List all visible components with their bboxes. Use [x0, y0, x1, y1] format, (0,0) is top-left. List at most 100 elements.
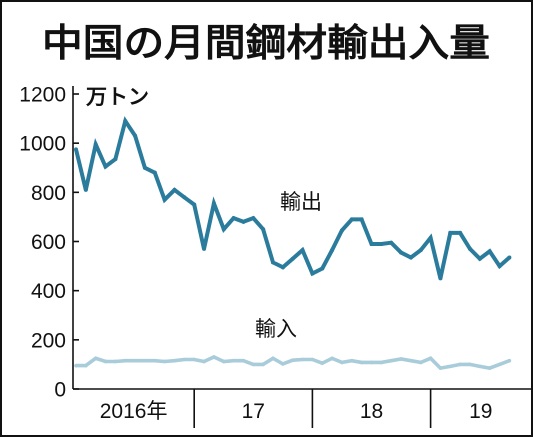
export-data-point	[339, 228, 344, 233]
import-data-point	[478, 364, 482, 369]
export-data-point	[310, 271, 315, 276]
export-data-point	[83, 187, 88, 192]
y-tick-label: 0	[54, 379, 66, 402]
export-data-point	[330, 248, 335, 253]
export-data-point	[497, 264, 502, 269]
import-data-point	[310, 357, 315, 362]
series-group	[74, 116, 512, 371]
axes	[72, 86, 531, 390]
export-data-point	[389, 240, 394, 245]
import-data-point	[231, 358, 236, 363]
import-data-point	[330, 356, 334, 361]
export-data-point	[211, 201, 216, 206]
import-data-point	[212, 355, 216, 359]
import-data-point	[281, 362, 285, 366]
export-data-point	[221, 227, 226, 232]
export-data-point	[290, 256, 295, 261]
import-data-point	[153, 358, 157, 363]
export-data-point	[113, 157, 118, 162]
export-data-point	[507, 255, 512, 260]
export-data-point	[408, 255, 413, 260]
import-data-point	[438, 366, 443, 370]
import-data-point	[271, 356, 275, 361]
import-data-point	[389, 358, 394, 363]
import-series-label: 輸入	[255, 317, 297, 341]
import-data-point	[143, 358, 147, 363]
export-data-point	[93, 142, 98, 147]
export-data-point	[271, 260, 275, 265]
import-data-point	[192, 357, 196, 362]
import-data-point	[448, 364, 453, 369]
y-tick-label: 800	[31, 182, 66, 205]
import-data-point	[241, 358, 246, 363]
export-data-point	[477, 256, 482, 261]
chart-title: 中国の月間鋼材輸出入量	[42, 21, 490, 65]
import-data-point	[418, 360, 423, 365]
export-data-point	[487, 249, 492, 254]
export-data-point	[320, 266, 325, 271]
export-data-point	[379, 241, 384, 246]
export-data-point	[359, 217, 364, 222]
import-data-point	[369, 360, 374, 365]
x-year-label: 17	[242, 400, 265, 423]
import-data-point	[221, 359, 226, 364]
import-data-point	[84, 363, 88, 368]
import-data-point	[497, 362, 502, 367]
export-data-point	[399, 250, 404, 255]
export-data-point	[142, 165, 147, 170]
export-data-point	[123, 119, 128, 124]
import-data-point	[133, 358, 137, 363]
export-series-label: 輸出	[280, 190, 322, 214]
import-data-point	[468, 362, 472, 367]
x-year-label: 19	[469, 400, 492, 423]
import-data-point	[507, 358, 512, 363]
export-data-point	[369, 241, 374, 246]
export-data-point	[74, 147, 78, 152]
export-data-point	[103, 164, 108, 169]
import-data-point	[162, 359, 167, 364]
export-data-point	[241, 219, 246, 224]
export-data-point	[448, 230, 453, 235]
export-data-point	[152, 170, 157, 175]
y-tick-label: 1200	[19, 84, 66, 107]
import-data-point	[123, 358, 128, 363]
import-data-point	[290, 358, 295, 363]
import-data-point	[320, 361, 325, 365]
export-data-point	[182, 195, 187, 200]
import-data-point	[251, 362, 256, 367]
export-data-point	[251, 216, 256, 221]
y-axis-unit-label: 万トン	[85, 85, 149, 109]
import-data-point	[261, 362, 265, 367]
import-data-point	[379, 360, 384, 365]
export-data-point	[349, 217, 354, 222]
import-data-point	[74, 363, 78, 368]
import-data-point	[113, 359, 118, 364]
export-data-point	[418, 248, 423, 253]
import-data-point	[428, 356, 433, 361]
x-year-label: 18	[360, 400, 383, 423]
y-tick-label: 400	[31, 280, 66, 303]
export-data-point	[438, 276, 443, 281]
y-tick-label: 200	[31, 329, 66, 352]
y-tick-label: 1000	[19, 133, 66, 156]
export-data-point	[133, 133, 138, 138]
import-data-point	[399, 357, 403, 361]
x-ticks: 2016年 17 18 19	[100, 389, 492, 428]
y-ticks: 0 200 400 600 800 1000 1200	[19, 84, 79, 402]
export-data-point	[261, 227, 266, 232]
export-data-point	[300, 248, 305, 253]
import-data-point	[458, 362, 462, 367]
import-data-point	[340, 360, 344, 365]
import-data-point	[182, 357, 187, 362]
export-data-point	[231, 216, 236, 221]
export-data-point	[428, 235, 433, 240]
import-data-point	[202, 359, 206, 364]
export-data-point	[280, 265, 285, 270]
y-tick-label: 600	[31, 231, 66, 254]
export-data-point	[468, 246, 472, 251]
x-year-label: 2016年	[100, 400, 168, 423]
import-data-point	[300, 357, 305, 362]
import-data-point	[103, 359, 108, 364]
